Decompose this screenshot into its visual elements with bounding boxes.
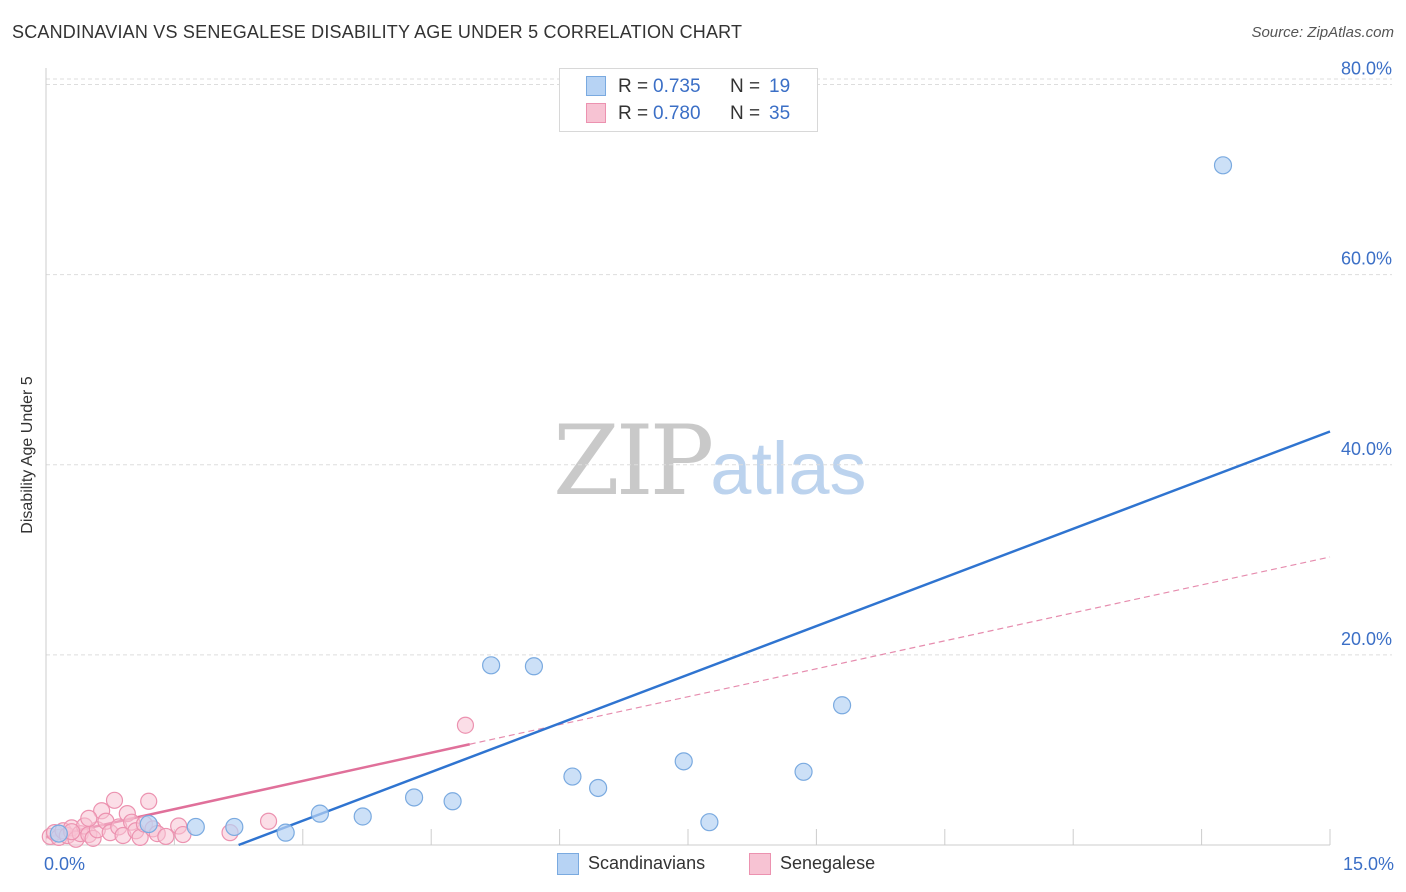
scandinavian-point bbox=[563, 767, 582, 786]
scandinavian-point bbox=[353, 807, 372, 826]
legend-r-label: R = bbox=[618, 76, 649, 97]
y-tick-label: 80.0% bbox=[1341, 59, 1392, 79]
watermark-zip: ZIP bbox=[553, 405, 714, 517]
y-tick-label: 60.0% bbox=[1341, 249, 1392, 269]
series-legend: Scandinavians Senegalese bbox=[0, 851, 1406, 877]
x-tick-label: 15.0% bbox=[1343, 854, 1394, 874]
legend-r-value: 0.780 bbox=[653, 103, 701, 124]
y-tick-label: 40.0% bbox=[1341, 439, 1392, 459]
legend-n-value: 19 bbox=[769, 76, 791, 97]
senegalese-trend-extension bbox=[469, 556, 1331, 745]
x-tick-label: 0.0% bbox=[44, 854, 85, 874]
senegalese-point bbox=[80, 809, 98, 827]
senegalese-point bbox=[140, 792, 158, 810]
correlation-legend: R = 0.735 N = 19 R = 0.780 N = 35 bbox=[559, 68, 818, 132]
scandinavian-point bbox=[139, 814, 158, 834]
scandinavian-point bbox=[674, 752, 693, 771]
scandinavian-point bbox=[404, 788, 424, 807]
legend-label-scandinavians: Scandinavians bbox=[588, 853, 706, 873]
y-tick-label: 20.0% bbox=[1341, 629, 1392, 649]
senegalese-point bbox=[456, 716, 475, 734]
scandinavian-point bbox=[700, 813, 719, 832]
source-credit: Source: ZipAtlas.com bbox=[1251, 24, 1394, 41]
legend-n-label: N = bbox=[730, 76, 761, 97]
scandinavian-point bbox=[186, 817, 205, 837]
scandinavian-point bbox=[524, 657, 544, 676]
scandinavian-point bbox=[49, 824, 68, 843]
scandinavian-point bbox=[794, 762, 813, 781]
legend-r-value: 0.735 bbox=[653, 76, 701, 97]
scandinavian-point bbox=[832, 696, 852, 715]
chart-title: SCANDINAVIAN VS SENEGALESE DISABILITY AG… bbox=[12, 22, 743, 42]
legend-swatch-senegalese bbox=[586, 103, 606, 123]
legend-r-label: R = bbox=[618, 103, 649, 124]
scandinavian-point bbox=[443, 792, 462, 811]
scandinavian-point bbox=[1213, 156, 1233, 175]
scandinavian-point bbox=[276, 823, 295, 842]
legend-swatch-scandinavians bbox=[557, 853, 579, 875]
senegalese-point bbox=[157, 827, 175, 846]
watermark-atlas: atlas bbox=[710, 427, 867, 510]
scandinavian-point bbox=[225, 817, 244, 837]
senegalese-point bbox=[105, 791, 124, 809]
legend-n-label: N = bbox=[730, 103, 761, 124]
senegalese-point bbox=[259, 812, 278, 830]
legend-swatch-senegalese bbox=[749, 853, 771, 875]
legend-swatch-scandinavians bbox=[586, 76, 606, 96]
y-axis-label: Disability Age Under 5 bbox=[19, 376, 36, 534]
scandinavian-trend-line bbox=[238, 430, 1331, 847]
watermark: ZIPatlas bbox=[553, 405, 867, 517]
legend-n-value: 35 bbox=[769, 103, 791, 124]
scandinavian-point bbox=[589, 778, 608, 798]
scandinavian-point bbox=[310, 804, 330, 823]
legend-label-senegalese: Senegalese bbox=[780, 853, 876, 873]
scandinavian-point bbox=[482, 656, 501, 675]
